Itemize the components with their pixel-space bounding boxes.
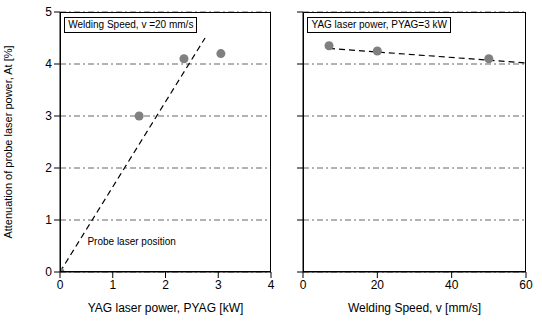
svg-text:1: 1 (45, 213, 52, 227)
svg-text:5: 5 (45, 5, 52, 19)
html-text:Probe laser position: Probe laser position (87, 235, 176, 247)
svg-text:YAG laser power, PYAG [kW]: YAG laser power, PYAG [kW] (88, 301, 244, 315)
svg-text:0: 0 (45, 265, 52, 279)
svg-text:4: 4 (45, 57, 52, 71)
svg-text:1: 1 (109, 278, 116, 292)
svg-text:2: 2 (162, 278, 169, 292)
svg-text:0: 0 (57, 278, 64, 292)
svg-text:Welding Speed, v [mm/s]: Welding Speed, v [mm/s] (348, 301, 481, 315)
svg-text:20: 20 (371, 278, 385, 292)
svg-text:60: 60 (519, 278, 533, 292)
html-text:YAG laser power, PYAG=3 kW: YAG laser power, PYAG=3 kW (311, 19, 447, 31)
svg-text:4: 4 (268, 278, 275, 292)
html-text:Welding Speed, v =20 mm/s: Welding Speed, v =20 mm/s (68, 19, 194, 31)
svg-text:Attenuation of probe laser pow: Attenuation of probe laser power, At [%] (2, 45, 14, 238)
svg-text:0: 0 (300, 278, 307, 292)
svg-text:2: 2 (45, 161, 52, 175)
svg-text:3: 3 (45, 109, 52, 123)
svg-text:40: 40 (445, 278, 459, 292)
svg-text:3: 3 (215, 278, 222, 292)
